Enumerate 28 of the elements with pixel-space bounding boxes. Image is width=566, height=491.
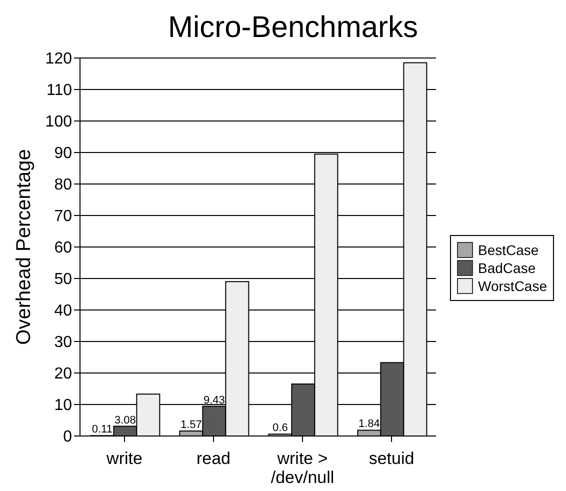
y-tick-label: 60 <box>54 240 72 257</box>
y-tick-label: 10 <box>54 397 72 414</box>
data-label: 0.6 <box>272 422 288 434</box>
data-label: 1.84 <box>358 418 380 430</box>
legend-label: BestCase <box>478 242 539 258</box>
data-label: 3.08 <box>114 414 136 426</box>
y-tick-label: 20 <box>54 366 72 383</box>
x-tick-label: write <box>106 449 142 468</box>
y-tick-label: 70 <box>54 208 72 226</box>
data-label: 0.11 <box>92 424 112 436</box>
y-axis-title: Overhead Percentage <box>13 149 36 345</box>
x-tick-label: setuid <box>368 449 414 468</box>
y-tick-label: 0 <box>63 428 72 446</box>
legend-label: BadCase <box>478 260 536 276</box>
y-tick-label: 100 <box>45 114 72 131</box>
x-tick-label: write > /dev/null <box>270 449 334 487</box>
y-tick-label: 30 <box>54 334 72 352</box>
y-tick-label: 120 <box>45 50 72 68</box>
data-label: 1.57 <box>180 419 202 432</box>
x-tick-label: read <box>196 449 231 468</box>
y-tick-label: 90 <box>54 145 72 162</box>
y-tick-label: 50 <box>54 271 72 288</box>
data-label: 9.43 <box>203 394 225 406</box>
y-tick-label: 40 <box>54 302 72 320</box>
legend-label: WorstCase <box>478 278 547 294</box>
chart-title: Micro-Benchmarks <box>166 10 420 46</box>
y-tick-label: 110 <box>46 82 72 100</box>
y-tick-label: 80 <box>54 176 72 194</box>
